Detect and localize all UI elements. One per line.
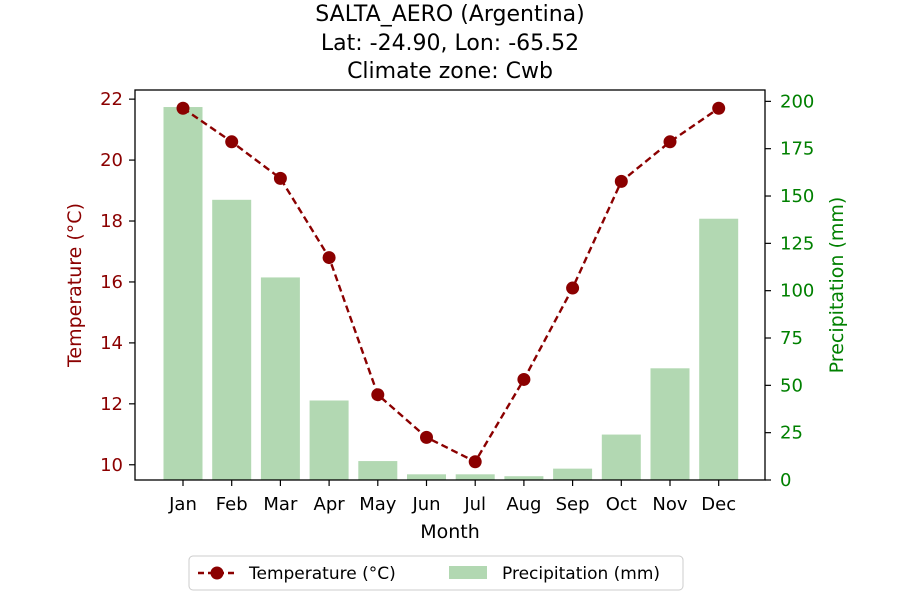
- temperature-line-layer: [176, 101, 726, 469]
- left-tick-label: 10: [100, 455, 123, 476]
- chart-title-line-1: SALTA_AERO (Argentina): [315, 2, 584, 27]
- x-tick-label-oct: Oct: [606, 494, 637, 515]
- left-tick-label: 22: [100, 89, 123, 110]
- precipitation-bar-feb: [212, 199, 252, 480]
- x-tick-label-aug: Aug: [506, 494, 541, 515]
- precipitation-bar-jul: [455, 474, 495, 480]
- precipitation-bar-aug: [504, 476, 544, 480]
- temperature-point-sep: [566, 281, 580, 295]
- temperature-point-dec: [712, 101, 726, 115]
- right-axis-ticks: 0 25 50 75 100 125 150 175 200: [765, 91, 814, 491]
- precipitation-bar-dec: [699, 218, 739, 481]
- precipitation-bar-apr: [309, 400, 349, 480]
- precipitation-bar-mar: [260, 277, 300, 480]
- right-tick-label: 150: [780, 186, 814, 207]
- temperature-point-aug: [517, 372, 531, 386]
- chart-title-line-2: Lat: -24.90, Lon: -65.52: [321, 31, 579, 56]
- precipitation-bar-sep: [553, 468, 593, 480]
- x-tick-label-jul: Jul: [463, 494, 486, 515]
- temperature-point-nov: [663, 135, 677, 149]
- x-axis-ticks: Jan Feb Mar Apr May Jun Jul Aug Sep Oct Nov Dec: [168, 480, 736, 515]
- plot-frame: [134, 89, 766, 481]
- x-tick-label-dec: Dec: [701, 494, 736, 515]
- legend-temperature-swatch-marker: [210, 566, 224, 580]
- precipitation-bars: [163, 107, 739, 481]
- x-tick-label-may: May: [359, 494, 397, 515]
- temperature-line: [182, 107, 720, 464]
- left-axis-ticks: 10 12 14 16 18 20 22: [100, 89, 135, 476]
- x-tick-label-nov: Nov: [652, 494, 687, 515]
- legend-box: [188, 555, 684, 591]
- right-tick-label: 175: [780, 139, 814, 160]
- right-tick-label: 125: [780, 233, 814, 254]
- left-tick-label: 16: [100, 272, 123, 293]
- right-tick-label: 75: [780, 328, 803, 349]
- left-tick-label: 18: [100, 211, 123, 232]
- left-tick-label: 20: [100, 150, 123, 171]
- temperature-point-oct: [614, 174, 628, 188]
- chart-title-line-3: Climate zone: Cwb: [347, 59, 553, 84]
- legend: Temperature (°C) Precipitation (mm): [188, 555, 684, 591]
- legend-precipitation-label: Precipitation (mm): [502, 564, 660, 584]
- temperature-point-mar: [273, 171, 287, 185]
- left-tick-label: 12: [100, 394, 123, 415]
- temperature-point-jul: [468, 455, 482, 469]
- precipitation-bar-oct: [601, 434, 641, 480]
- x-tick-label-jun: Jun: [411, 494, 440, 515]
- precipitation-bar-jan: [163, 107, 203, 481]
- x-tick-label-feb: Feb: [216, 494, 248, 515]
- right-axis-label: Precipitation (mm): [826, 197, 848, 374]
- left-tick-label: 14: [100, 333, 123, 354]
- right-tick-label: 200: [780, 91, 814, 112]
- left-axis-label: Temperature (°C): [64, 203, 86, 368]
- right-tick-label: 50: [780, 375, 803, 396]
- x-tick-label-mar: Mar: [263, 494, 298, 515]
- legend-temperature-label: Temperature (°C): [248, 564, 396, 584]
- temperature-point-may: [371, 388, 385, 402]
- precipitation-bar-nov: [650, 368, 690, 480]
- right-tick-label: 100: [780, 281, 814, 302]
- temperature-point-jan: [176, 101, 190, 115]
- right-tick-label: 0: [780, 470, 791, 491]
- x-tick-label-sep: Sep: [556, 494, 590, 515]
- precipitation-bar-jun: [407, 474, 446, 480]
- x-tick-label-apr: Apr: [314, 494, 346, 515]
- temperature-point-apr: [322, 251, 336, 265]
- temperature-point-jun: [420, 430, 433, 444]
- legend-precipitation-swatch: [449, 566, 487, 579]
- temperature-point-feb: [225, 135, 239, 149]
- x-tick-label-jan: Jan: [168, 494, 197, 515]
- precipitation-bar-may: [358, 461, 398, 480]
- right-tick-label: 25: [780, 423, 803, 444]
- x-axis-label: Month: [420, 521, 480, 543]
